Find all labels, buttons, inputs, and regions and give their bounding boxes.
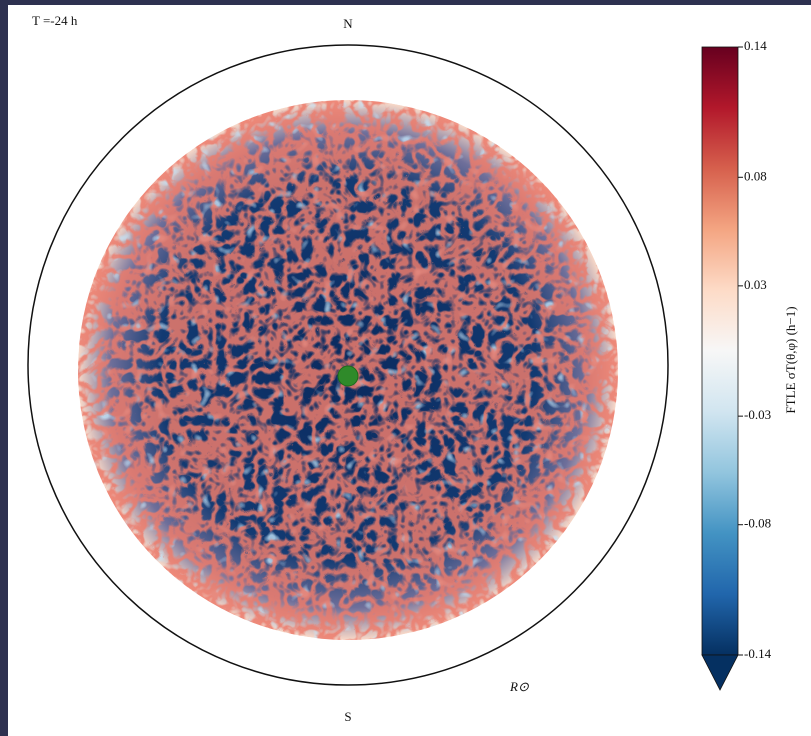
colorbar-label: FTLE σT(θ,φ) (h−1): [783, 306, 798, 413]
colorbar-tick-label: -0.08: [744, 516, 771, 531]
colorbar-fill: [702, 47, 738, 655]
page: T =-24 h N S R⊙ 0.14 0.08 0.03 -0.03 -0.08 -0…: [0, 0, 811, 736]
radius-label: R⊙: [509, 679, 529, 694]
time-label: T =-24 h: [32, 13, 78, 28]
colorbar-tick-label: -0.14: [744, 646, 772, 661]
south-label: S: [344, 709, 351, 724]
colorbar-tick-label: 0.14: [744, 38, 767, 53]
marker: [338, 366, 358, 386]
figure: T =-24 h N S R⊙ 0.14 0.08 0.03 -0.03 -0.08 -0…: [0, 0, 811, 736]
colorbar-tick-label: 0.08: [744, 168, 767, 183]
north-label: N: [343, 16, 353, 31]
colorbar-tick-label: -0.03: [744, 407, 771, 422]
colorbar-tick-label: 0.03: [744, 277, 767, 292]
